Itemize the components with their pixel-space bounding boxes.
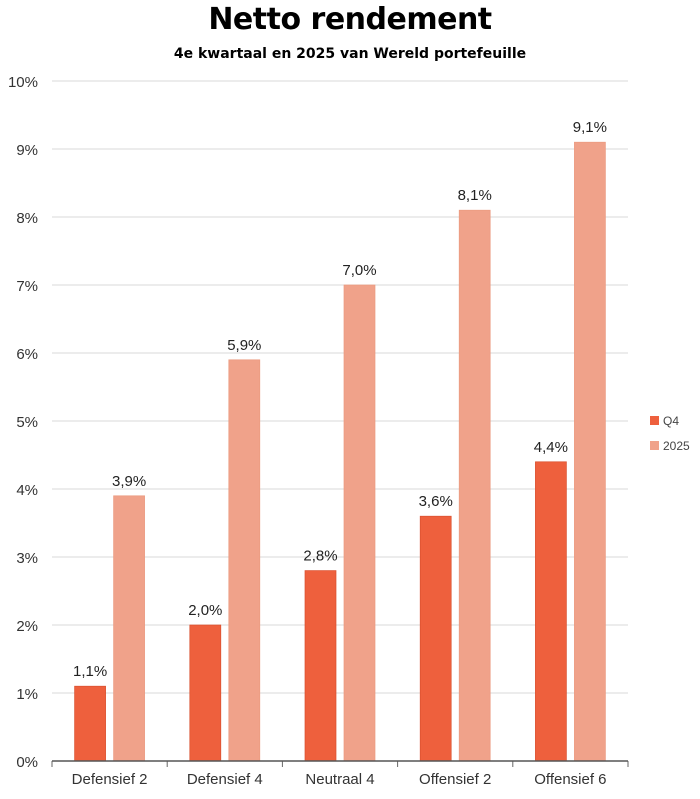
data-label: 2,8% <box>303 548 337 565</box>
y-tick-label: 0% <box>16 754 38 771</box>
legend-swatch <box>650 441 659 450</box>
legend-swatch <box>650 416 659 425</box>
bar-2025 <box>228 359 261 762</box>
data-label: 1,1% <box>73 663 107 680</box>
data-label: 3,6% <box>419 493 453 510</box>
data-label: 5,9% <box>227 337 261 354</box>
y-tick-label: 8% <box>16 210 38 227</box>
legend-label: Q4 <box>663 414 679 428</box>
bar-Q4 <box>189 624 222 762</box>
y-tick-label: 9% <box>16 142 38 159</box>
data-label: 2,0% <box>188 602 222 619</box>
y-tick-label: 1% <box>16 686 38 703</box>
y-tick-label: 7% <box>16 278 38 295</box>
chart-subtitle: 4e kwartaal en 2025 van Wereld portefeui… <box>173 46 527 62</box>
bar-2025 <box>458 209 491 762</box>
x-tick-label: Defensief 4 <box>187 771 263 788</box>
x-tick-label: Offensief 2 <box>419 771 491 788</box>
x-tick-label: Defensief 2 <box>72 771 148 788</box>
chart-title: Netto rendement <box>208 2 492 37</box>
bar-2025 <box>113 495 145 762</box>
bar-Q4 <box>304 570 337 762</box>
y-tick-label: 5% <box>16 414 38 431</box>
bar-2025 <box>574 141 606 762</box>
y-tick-label: 3% <box>16 550 38 567</box>
y-tick-label: 2% <box>16 618 38 635</box>
bar-2025 <box>343 284 376 762</box>
x-tick-label: Offensief 6 <box>534 771 606 788</box>
data-label: 3,9% <box>112 473 146 490</box>
data-label: 4,4% <box>534 439 568 456</box>
bar-Q4 <box>535 461 567 762</box>
x-tick-label: Neutraal 4 <box>305 771 374 788</box>
y-tick-label: 4% <box>16 482 38 499</box>
data-label: 8,1% <box>458 187 492 204</box>
bar-Q4 <box>74 685 106 762</box>
y-tick-label: 6% <box>16 346 38 363</box>
data-label: 9,1% <box>573 119 607 136</box>
y-tick-label: 10% <box>8 74 38 91</box>
legend-label: 2025 <box>663 439 690 453</box>
bar-Q4 <box>419 515 452 762</box>
data-label: 7,0% <box>342 262 376 279</box>
